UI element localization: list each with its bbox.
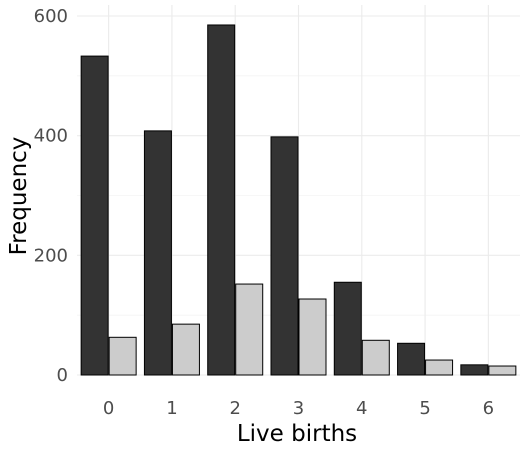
bar-series-1-3 — [270, 136, 299, 376]
bar-series-2-5 — [425, 359, 454, 376]
x-tick-label: 4 — [356, 398, 367, 419]
bars — [80, 24, 517, 376]
x-tick-label: 3 — [293, 398, 304, 419]
x-tick-label: 1 — [166, 398, 177, 419]
x-axis-title: Live births — [237, 421, 357, 447]
bar-series-1-5 — [397, 342, 426, 376]
bar-series-2-0 — [108, 336, 137, 376]
bar-series-1-4 — [333, 281, 362, 376]
bar-series-2-1 — [171, 323, 200, 376]
bar-series-2-3 — [298, 298, 327, 376]
y-tick-label: 400 — [34, 126, 68, 147]
x-axis-ticks: 0 1 2 3 4 5 6 — [103, 398, 494, 419]
bar-series-1-2 — [207, 24, 236, 376]
x-tick-label: 6 — [483, 398, 494, 419]
x-tick-label: 5 — [419, 398, 430, 419]
y-tick-label: 600 — [34, 6, 68, 27]
bar-series-1-6 — [460, 364, 489, 376]
bar-series-1-1 — [143, 130, 172, 376]
bar-series-2-6 — [488, 365, 517, 376]
y-axis-title: Frequency — [6, 137, 32, 256]
bar-series-2-4 — [361, 339, 390, 376]
y-axis-ticks: 0 200 400 600 — [34, 6, 68, 386]
x-tick-label: 0 — [103, 398, 114, 419]
bar-series-2-2 — [235, 283, 264, 376]
x-tick-label: 2 — [229, 398, 240, 419]
bar-series-1-0 — [80, 55, 109, 376]
y-tick-label: 200 — [34, 245, 68, 266]
y-tick-label: 0 — [57, 365, 68, 386]
